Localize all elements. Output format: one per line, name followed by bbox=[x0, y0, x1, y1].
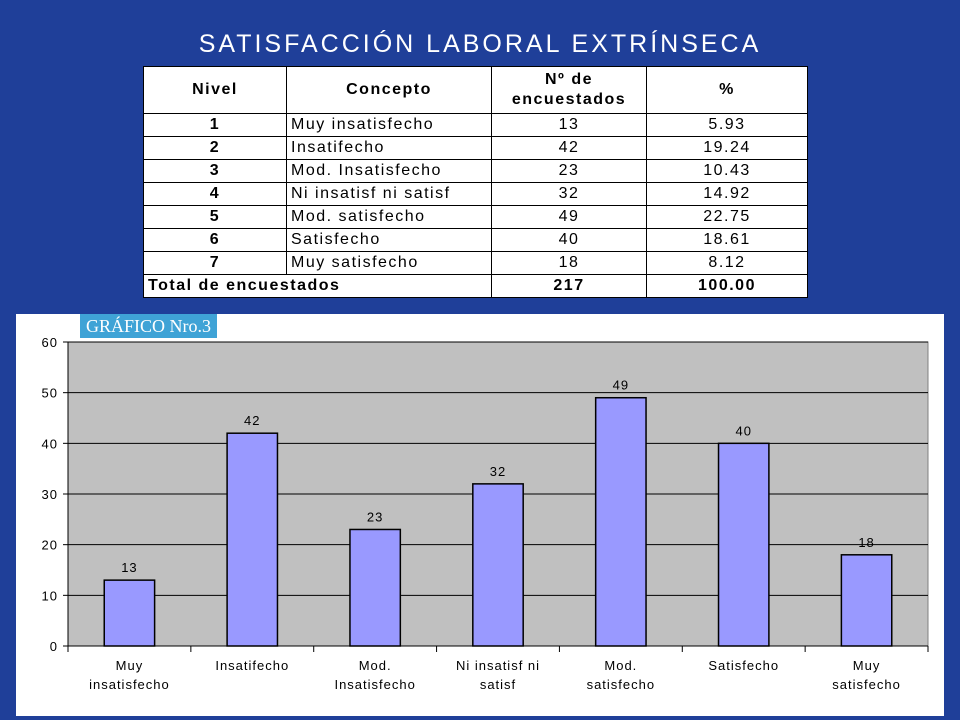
y-tick-label: 0 bbox=[50, 639, 58, 654]
cell-nivel: 3 bbox=[143, 159, 287, 183]
cell-percent: 18.61 bbox=[646, 228, 808, 252]
total-label: Total de encuestados bbox=[143, 274, 492, 298]
bar-value-label: 18 bbox=[858, 535, 874, 550]
x-category-label: insatisfecho bbox=[89, 677, 170, 692]
cell-concepto: Muy satisfecho bbox=[286, 251, 492, 275]
cell-encuestados: 23 bbox=[491, 159, 647, 183]
cell-encuestados: 42 bbox=[491, 136, 647, 160]
bar bbox=[349, 528, 402, 647]
cell-encuestados: 13 bbox=[491, 113, 647, 137]
cell-percent: 19.24 bbox=[646, 136, 808, 160]
bar bbox=[226, 432, 279, 647]
x-category-label: satisf bbox=[480, 677, 516, 692]
cell-concepto: Satisfecho bbox=[286, 228, 492, 252]
y-tick-label: 40 bbox=[42, 436, 58, 451]
cell-concepto: Mod. Insatisfecho bbox=[286, 159, 492, 183]
chart-panel: 0 10 20 30 40 50 60 13 Muy insatisfecho 42 Insatife… bbox=[16, 314, 944, 716]
bar-value-label: 32 bbox=[490, 464, 506, 479]
x-category-label: Insatisfecho bbox=[334, 677, 415, 692]
cell-concepto: Ni insatisf ni satisf bbox=[286, 182, 492, 206]
bar-chart: 0 10 20 30 40 50 60 13 Muy insatisfecho 42 Insatife… bbox=[42, 335, 929, 692]
bar-value-label: 42 bbox=[244, 413, 260, 428]
table-row: 1 Muy insatisfecho 13 5.93 bbox=[143, 113, 808, 137]
cell-nivel: 5 bbox=[143, 205, 287, 229]
header-nivel: Nivel bbox=[143, 66, 287, 114]
bar-value-label: 49 bbox=[613, 378, 629, 393]
table-row: 3 Mod. Insatisfecho 23 10.43 bbox=[143, 159, 808, 183]
cell-concepto: Mod. satisfecho bbox=[286, 205, 492, 229]
table-row: 4 Ni insatisf ni satisf 32 14.92 bbox=[143, 182, 808, 206]
cell-concepto: Insatifecho bbox=[286, 136, 492, 160]
x-category-label: Insatifecho bbox=[215, 658, 289, 673]
cell-nivel: 2 bbox=[143, 136, 287, 160]
bar-value-label: 23 bbox=[367, 509, 383, 524]
cell-nivel: 4 bbox=[143, 182, 287, 206]
cell-nivel: 6 bbox=[143, 228, 287, 252]
cell-percent: 5.93 bbox=[646, 113, 808, 137]
table-row: 5 Mod. satisfecho 49 22.75 bbox=[143, 205, 808, 229]
cell-percent: 8.12 bbox=[646, 251, 808, 275]
cell-percent: 22.75 bbox=[646, 205, 808, 229]
header-encuestados: Nº de encuestados bbox=[491, 66, 647, 114]
x-category-label: Ni insatisf ni bbox=[456, 658, 540, 673]
cell-percent: 10.43 bbox=[646, 159, 808, 183]
bar bbox=[594, 396, 647, 647]
bar bbox=[840, 554, 893, 647]
total-percent: 100.00 bbox=[646, 274, 808, 298]
y-tick-label: 60 bbox=[42, 335, 58, 350]
cell-nivel: 7 bbox=[143, 251, 287, 275]
table-header-row: Nivel Concepto Nº de encuestados % bbox=[143, 66, 808, 114]
cell-percent: 14.92 bbox=[646, 182, 808, 206]
header-percent: % bbox=[646, 66, 808, 114]
y-tick-label: 20 bbox=[42, 538, 58, 553]
y-tick-label: 10 bbox=[42, 588, 58, 603]
cell-encuestados: 49 bbox=[491, 205, 647, 229]
chart-tag: GRÁFICO Nro.3 bbox=[80, 314, 218, 338]
bar-value-label: 13 bbox=[121, 560, 137, 575]
x-category-label: Muy bbox=[116, 658, 144, 673]
x-category-label: Muy bbox=[853, 658, 881, 673]
header-concepto: Concepto bbox=[286, 66, 492, 114]
cell-encuestados: 32 bbox=[491, 182, 647, 206]
cell-nivel: 1 bbox=[143, 113, 287, 137]
table-row: 7 Muy satisfecho 18 8.12 bbox=[143, 251, 808, 275]
cell-encuestados: 40 bbox=[491, 228, 647, 252]
table-row: 6 Satisfecho 40 18.61 bbox=[143, 228, 808, 252]
satisfaction-table: Nivel Concepto Nº de encuestados % 1 Muy … bbox=[143, 66, 808, 298]
bar bbox=[103, 579, 156, 647]
y-tick-label: 30 bbox=[42, 487, 58, 502]
bar bbox=[717, 442, 770, 647]
bar-value-label: 40 bbox=[735, 423, 751, 438]
cell-encuestados: 18 bbox=[491, 251, 647, 275]
table-total-row: Total de encuestados 217 100.00 bbox=[143, 274, 808, 298]
cell-concepto: Muy insatisfecho bbox=[286, 113, 492, 137]
x-category-label: Mod. bbox=[604, 658, 637, 673]
table-row: 2 Insatifecho 42 19.24 bbox=[143, 136, 808, 160]
x-category-label: satisfecho bbox=[832, 677, 901, 692]
total-encuestados: 217 bbox=[491, 274, 647, 298]
slide-title: SATISFACCIÓN LABORAL EXTRÍNSECA bbox=[198, 30, 762, 58]
x-category-label: Satisfecho bbox=[708, 658, 779, 673]
bar bbox=[472, 483, 524, 647]
y-tick-label: 50 bbox=[42, 386, 58, 401]
x-category-label: satisfecho bbox=[587, 677, 656, 692]
x-category-label: Mod. bbox=[359, 658, 392, 673]
